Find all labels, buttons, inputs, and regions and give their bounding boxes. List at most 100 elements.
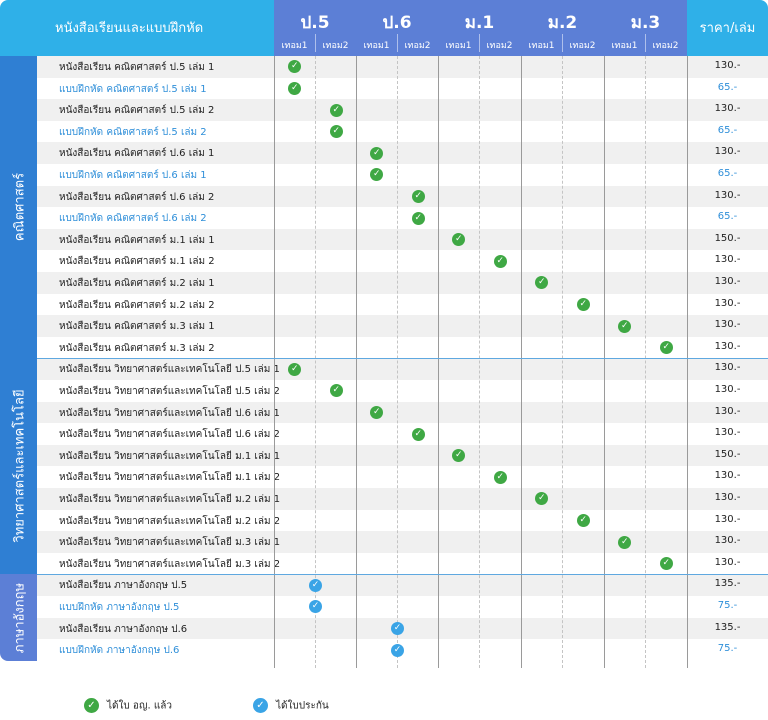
green-check-icon: ✓ (411, 427, 425, 441)
semester-1-label: เทอม1 (363, 41, 390, 51)
book-price: 130.- (714, 384, 741, 395)
grid-line-dashed (397, 56, 398, 668)
table-row: แบบฝึกหัด คณิตศาสตร์ ป.6 เล่ม 1 65.- (37, 164, 768, 186)
grade-header-0: ป.5 เทอม1 เทอม2 (274, 0, 356, 56)
green-check-icon: ✓ (535, 492, 549, 506)
table-row: หนังสือเรียน วิทยาศาสตร์และเทคโนโลยี ป.6… (37, 423, 768, 445)
semester-1-label: เทอม1 (528, 41, 555, 51)
semester-divider (315, 34, 316, 52)
semester-divider (479, 34, 480, 52)
grade-header-2: ม.1 เทอม1 เทอม2 (438, 0, 521, 56)
legend-approved: ✓ ได้ใบ อญ. แล้ว (84, 698, 172, 714)
table-row: หนังสือเรียน วิทยาศาสตร์และเทคโนโลยี ม.2… (37, 510, 768, 532)
book-name: หนังสือเรียน คณิตศาสตร์ ม.3 เล่ม 1 (59, 321, 215, 333)
book-name: หนังสือเรียน คณิตศาสตร์ ม.3 เล่ม 2 (59, 342, 215, 354)
semester-2-label: เทอม2 (652, 41, 679, 51)
book-price: 130.- (714, 556, 741, 568)
table-row: หนังสือเรียน วิทยาศาสตร์และเทคโนโลยี ป.5… (37, 358, 768, 380)
green-check-icon: ✓ (411, 189, 425, 203)
semester-1-label: เทอม1 (445, 41, 472, 51)
category-band-0: คณิตศาสตร์ (0, 56, 37, 359)
book-price: 65.- (717, 81, 738, 93)
grade-name: ม.2 (547, 13, 578, 33)
green-check-icon: ✓ (618, 535, 632, 549)
book-table: หนังสือเรียนและแบบฝึกหัด ป.5 เทอม1 เทอม2 ป.… (0, 0, 768, 668)
grade-name: ป.5 (300, 13, 330, 33)
book-name: แบบฝึกหัด คณิตศาสตร์ ป.5 เล่ม 1 (59, 83, 207, 95)
grid-line (687, 56, 688, 668)
book-name: หนังสือเรียน คณิตศาสตร์ ป.6 เล่ม 2 (59, 191, 215, 203)
grid-line (438, 56, 439, 668)
blue-check-icon: ✓ (391, 643, 404, 657)
book-name: แบบฝึกหัด คณิตศาสตร์ ป.6 เล่ม 1 (59, 170, 207, 181)
category-band-2: ภาษาอังกฤษ (0, 574, 37, 661)
table-row: หนังสือเรียน วิทยาศาสตร์และเทคโนโลยี ม.3… (37, 553, 768, 575)
book-name: หนังสือเรียน คณิตศาสตร์ ป.5 เล่ม 2 (59, 105, 215, 117)
table-row: แบบฝึกหัด ภาษาอังกฤษ ป.6 75.- (37, 639, 768, 661)
grid-line-dashed (315, 56, 316, 668)
book-name: หนังสือเรียน วิทยาศาสตร์และเทคโนโลยี ม.1… (59, 450, 281, 462)
green-check-icon: ✓ (411, 211, 425, 225)
green-check-icon: ✓ (288, 81, 302, 95)
green-check-icon: ✓ (576, 513, 590, 527)
table-row: หนังสือเรียน คณิตศาสตร์ ป.6 เล่ม 2 130.- (37, 185, 768, 208)
blue-check-icon: ✓ (253, 698, 268, 713)
book-price: 65.- (717, 124, 738, 136)
semester-2-label: เทอม2 (569, 41, 596, 51)
book-price: 130.- (714, 146, 741, 158)
semester-divider (645, 34, 646, 52)
grid-line (604, 56, 605, 668)
green-check-icon: ✓ (493, 470, 507, 484)
table-row: หนังสือเรียน วิทยาศาสตร์และเทคโนโลยี ม.1… (37, 466, 768, 488)
green-check-icon: ✓ (576, 297, 590, 311)
book-price: 130.- (714, 513, 741, 525)
green-check-icon: ✓ (288, 362, 302, 376)
grade-header-4: ม.3 เทอม1 เทอม2 (604, 0, 687, 56)
green-check-icon: ✓ (329, 103, 343, 117)
header-title: หนังสือเรียนและแบบฝึกหัด (55, 21, 204, 36)
grid-line-dashed (479, 56, 480, 668)
book-price: 130.- (714, 470, 741, 482)
header-price: ราคา/เล่ม (699, 21, 756, 36)
table-row: หนังสือเรียน คณิตศาสตร์ ม.2 เล่ม 1 130.- (37, 272, 768, 294)
book-price: 135.- (714, 621, 741, 633)
category-separator (37, 574, 768, 576)
table-row: หนังสือเรียน คณิตศาสตร์ ป.6 เล่ม 1 130.- (37, 142, 768, 164)
table-row: หนังสือเรียน คณิตศาสตร์ ม.1 เล่ม 2 130.- (37, 250, 768, 272)
book-name: หนังสือเรียน คณิตศาสตร์ ป.5 เล่ม 1 (59, 62, 215, 73)
green-check-icon: ✓ (452, 233, 466, 247)
table-row: หนังสือเรียน คณิตศาสตร์ ม.3 เล่ม 2 130.- (37, 337, 768, 359)
book-price: 65.- (717, 211, 738, 223)
grid-line (274, 56, 275, 668)
table-row: หนังสือเรียน คณิตศาสตร์ ป.5 เล่ม 1 130.- (37, 56, 768, 78)
book-price: 130.- (714, 492, 741, 503)
book-name: แบบฝึกหัด คณิตศาสตร์ ป.6 เล่ม 2 (59, 213, 207, 225)
book-name: หนังสือเรียน ภาษาอังกฤษ ป.6 (59, 623, 188, 635)
book-name: หนังสือเรียน วิทยาศาสตร์และเทคโนโลยี ม.1… (59, 472, 281, 484)
green-check-icon: ✓ (370, 405, 384, 419)
grid-line (521, 56, 522, 668)
table-row: แบบฝึกหัด คณิตศาสตร์ ป.5 เล่ม 2 65.- (37, 121, 768, 143)
book-name: หนังสือเรียน วิทยาศาสตร์และเทคโนโลยี ป.6… (59, 429, 280, 441)
blue-check-icon: ✓ (391, 621, 404, 635)
book-price: 130.- (714, 319, 741, 331)
green-check-icon: ✓ (452, 449, 466, 463)
category-label: วิทยาศาสตร์และเทคโนโลยี (12, 389, 27, 543)
grid-line-dashed (562, 56, 563, 668)
semester-2-label: เทอม2 (486, 41, 513, 51)
category-label: ภาษาอังกฤษ (12, 582, 27, 653)
category-band-1: วิทยาศาสตร์และเทคโนโลยี (0, 358, 37, 575)
table-row: หนังสือเรียน วิทยาศาสตร์และเทคโนโลยี ป.5… (37, 380, 768, 402)
green-check-icon: ✓ (493, 254, 507, 268)
grid-line (356, 56, 357, 668)
table-row: หนังสือเรียน ภาษาอังกฤษ ป.5 135.- (37, 574, 768, 596)
book-price: 75.- (717, 643, 738, 655)
green-check-icon: ✓ (618, 319, 632, 333)
blue-check-icon: ✓ (309, 600, 322, 614)
green-check-icon: ✓ (370, 168, 384, 182)
header-title-cell: หนังสือเรียนและแบบฝึกหัด (0, 0, 274, 56)
book-name: แบบฝึกหัด คณิตศาสตร์ ป.5 เล่ม 2 (59, 126, 207, 138)
book-name: แบบฝึกหัด ภาษาอังกฤษ ป.5 (59, 602, 180, 613)
book-price: 130.- (714, 297, 741, 309)
semester-1-label: เทอม1 (281, 41, 308, 51)
